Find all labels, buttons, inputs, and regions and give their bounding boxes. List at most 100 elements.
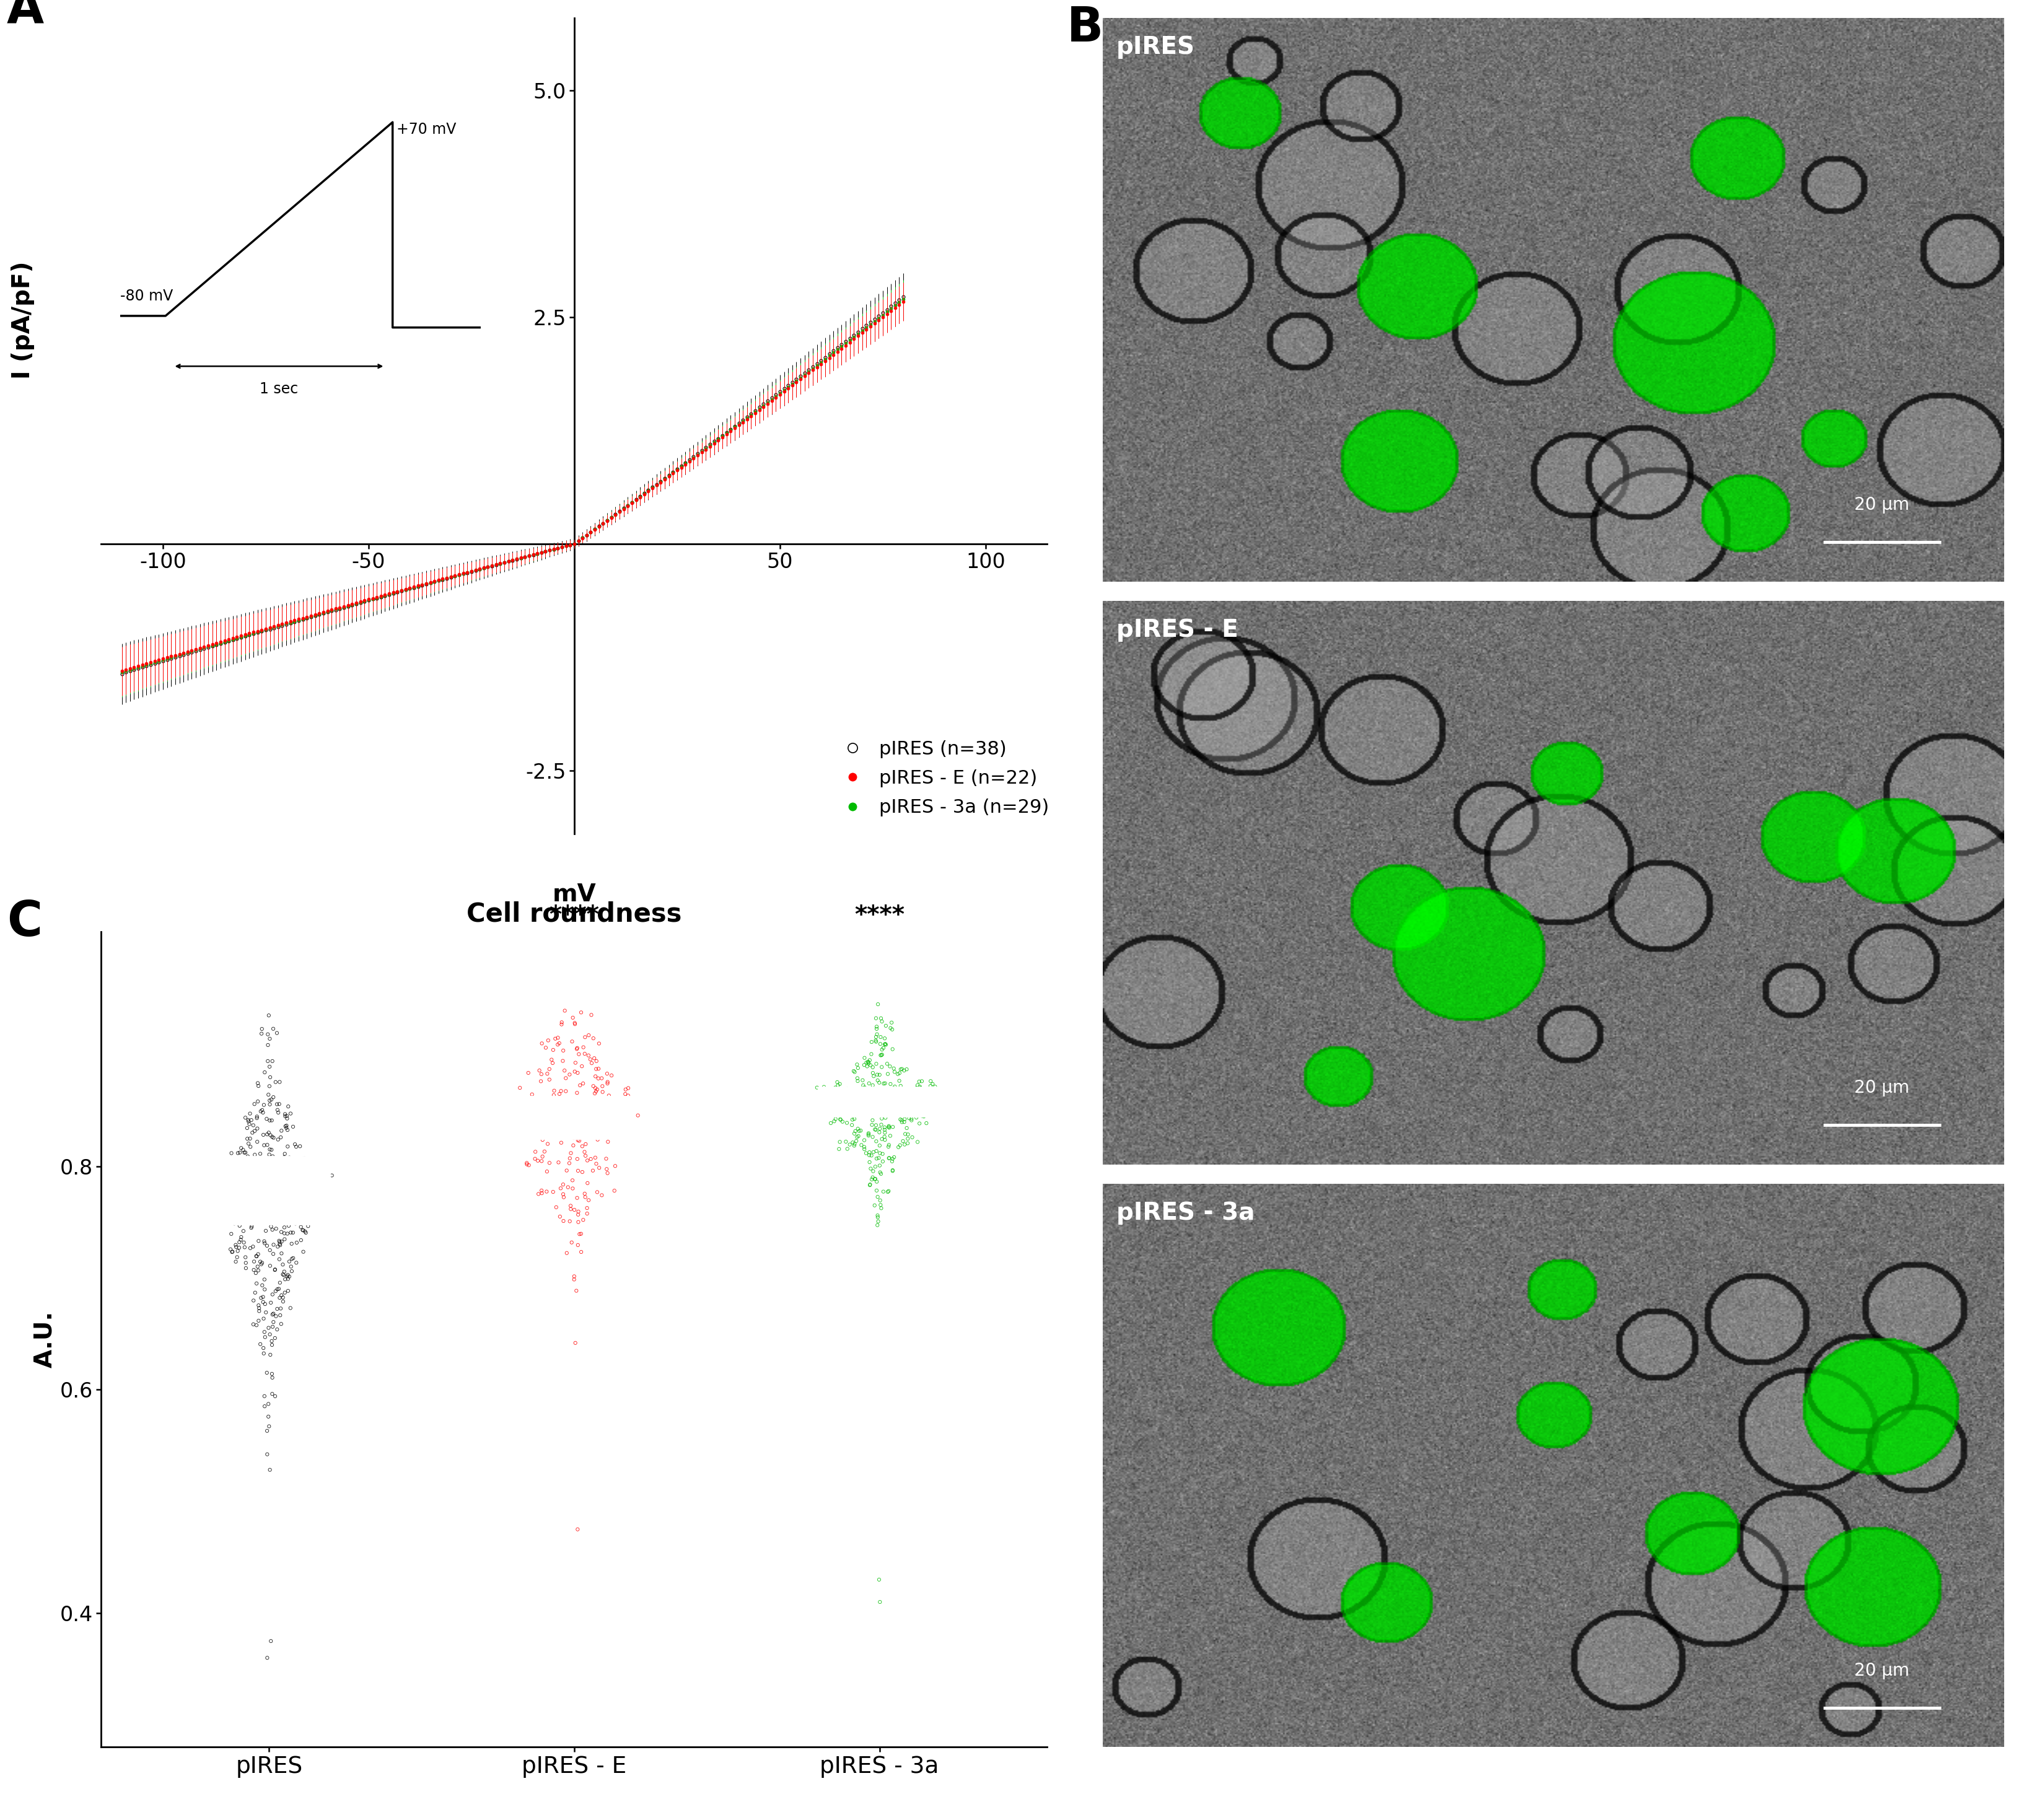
Point [860, 1012, 893, 1041]
Point [263, 1067, 296, 1096]
Point [251, 1416, 283, 1445]
Point [253, 1314, 285, 1343]
Point [555, 1108, 587, 1138]
Point [611, 1081, 644, 1110]
Point [567, 1096, 599, 1125]
Point [237, 1117, 269, 1147]
Point [567, 1205, 599, 1234]
Point [229, 1138, 261, 1167]
Point [860, 1176, 893, 1205]
Text: 20 μm: 20 μm [1854, 1662, 1911, 1680]
Point [235, 1212, 267, 1241]
Point [293, 1181, 326, 1210]
Point [194, 1159, 227, 1188]
Point [275, 1183, 308, 1212]
Point [901, 1127, 933, 1156]
Point [599, 1087, 631, 1116]
Point [269, 1172, 302, 1201]
Point [516, 1079, 549, 1108]
Point [257, 1179, 289, 1208]
Point [265, 1152, 298, 1181]
Point [563, 1125, 595, 1154]
Point [621, 1101, 654, 1130]
Point [213, 1183, 245, 1212]
Point [285, 1143, 318, 1172]
Point [245, 1174, 277, 1203]
Point [854, 1050, 887, 1079]
Point [296, 1198, 328, 1227]
Point [233, 1128, 265, 1158]
Point [826, 1107, 858, 1136]
Point [231, 1188, 263, 1218]
Point [200, 1161, 233, 1190]
Point [891, 1056, 923, 1085]
Point [569, 1179, 601, 1208]
Point [544, 1117, 577, 1147]
Point [265, 1239, 298, 1269]
Point [233, 1159, 265, 1188]
Point [868, 1068, 901, 1097]
Point [561, 1514, 593, 1543]
Point [263, 1227, 296, 1256]
Point [563, 1207, 595, 1236]
Point [255, 1107, 287, 1136]
Point [591, 1154, 623, 1183]
Point [917, 1070, 949, 1099]
Point [544, 1174, 577, 1203]
Point [557, 1096, 589, 1125]
Point [878, 1076, 911, 1105]
Point [261, 1294, 293, 1323]
Point [581, 1054, 613, 1083]
Point [281, 1190, 314, 1219]
Point [802, 1074, 834, 1103]
Point [237, 1232, 269, 1261]
Point [223, 1234, 255, 1263]
Point [520, 1105, 553, 1134]
Point [271, 1265, 304, 1294]
Point [277, 1218, 310, 1247]
Text: pIRES: pIRES [1115, 35, 1194, 58]
Point [864, 1587, 897, 1616]
Point [271, 1261, 304, 1290]
Point [227, 1136, 259, 1165]
Point [854, 1094, 887, 1123]
Point [206, 1172, 239, 1201]
Point [241, 1101, 273, 1130]
Point [577, 1107, 609, 1136]
Point [887, 1108, 919, 1138]
Point [850, 1048, 882, 1077]
Point [281, 1228, 314, 1258]
Point [267, 1143, 300, 1172]
Point [840, 1050, 872, 1079]
Point [253, 1136, 285, 1165]
Point [557, 1167, 589, 1196]
Point [241, 1068, 273, 1097]
Point [251, 1105, 283, 1134]
Point [255, 1085, 287, 1114]
Point [532, 1148, 565, 1178]
Point [522, 1179, 555, 1208]
Point [245, 1249, 277, 1278]
Point [872, 1130, 905, 1159]
Point [255, 1136, 287, 1165]
Point [848, 1050, 880, 1079]
Point [579, 1079, 611, 1108]
Point [508, 1101, 540, 1130]
Point [862, 1068, 895, 1097]
Point [249, 1265, 281, 1294]
Point [876, 1156, 909, 1185]
Point [271, 1105, 304, 1134]
Point [561, 1034, 593, 1063]
Point [223, 1210, 255, 1239]
Point [253, 1205, 285, 1234]
Point [856, 1107, 889, 1136]
Text: B: B [1067, 4, 1103, 51]
Point [253, 1183, 285, 1212]
Point [824, 1070, 856, 1099]
Point [279, 1208, 312, 1238]
Point [516, 1103, 549, 1132]
Point [557, 1026, 589, 1056]
Point [251, 1358, 283, 1387]
Point [277, 1174, 310, 1203]
Point [864, 1130, 897, 1159]
